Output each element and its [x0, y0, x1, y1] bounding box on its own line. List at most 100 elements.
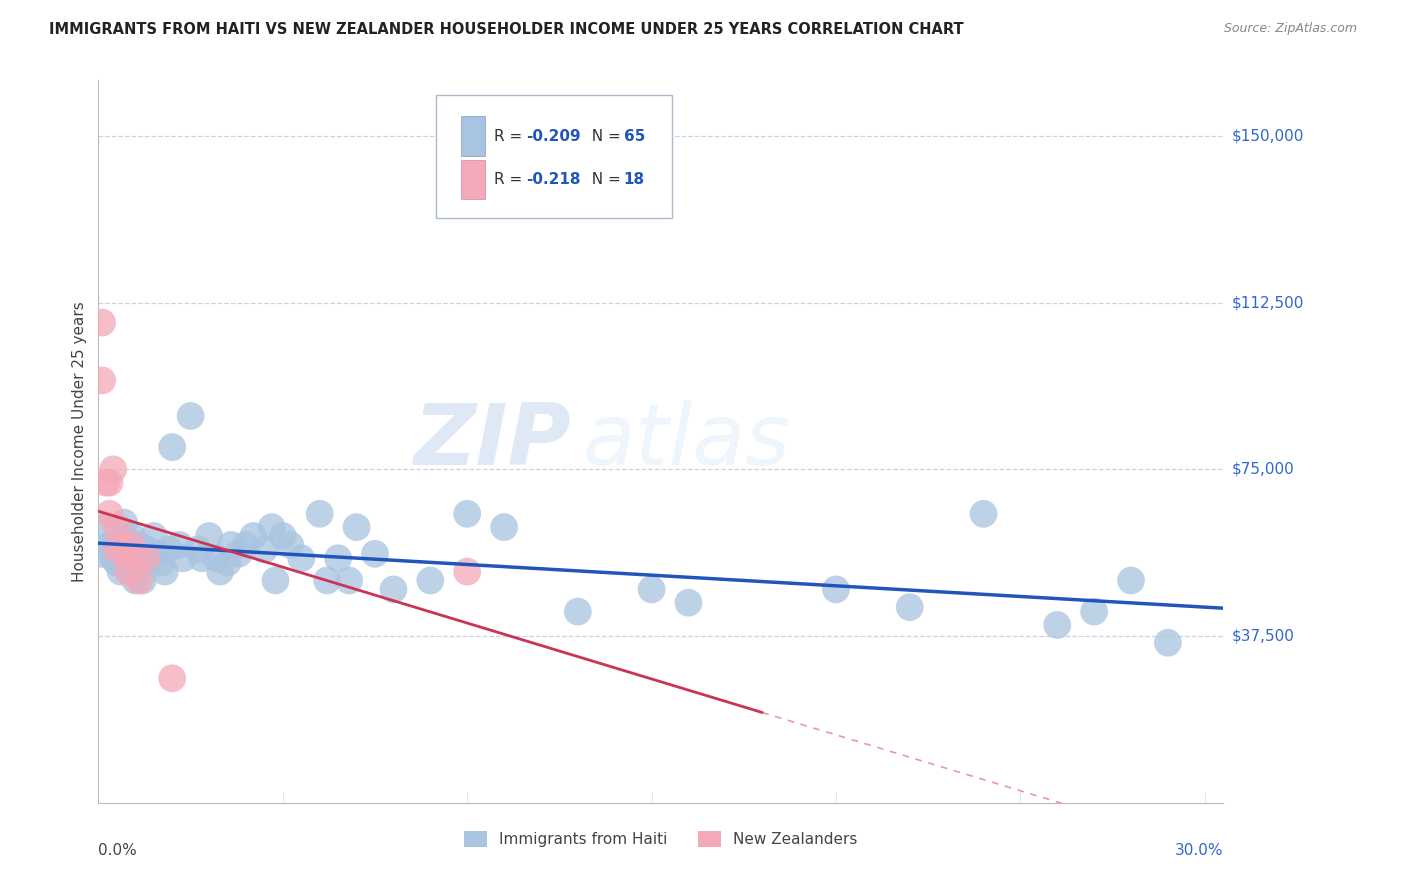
- Point: [91, 316, 114, 330]
- Point: [209, 565, 232, 579]
- Point: [316, 574, 339, 588]
- Point: [121, 529, 143, 543]
- Point: [101, 462, 124, 476]
- Point: [678, 596, 700, 610]
- Point: [153, 565, 176, 579]
- FancyBboxPatch shape: [461, 117, 485, 156]
- Point: [160, 440, 183, 454]
- Point: [112, 551, 135, 566]
- Point: [346, 520, 368, 534]
- Point: [364, 547, 387, 561]
- Point: [825, 582, 848, 597]
- Point: [98, 538, 121, 552]
- Point: [121, 565, 143, 579]
- Text: IMMIGRANTS FROM HAITI VS NEW ZEALANDER HOUSEHOLDER INCOME UNDER 25 YEARS CORRELA: IMMIGRANTS FROM HAITI VS NEW ZEALANDER H…: [49, 22, 965, 37]
- Text: Source: ZipAtlas.com: Source: ZipAtlas.com: [1223, 22, 1357, 36]
- Y-axis label: Householder Income Under 25 years: Householder Income Under 25 years: [72, 301, 87, 582]
- Point: [190, 551, 212, 566]
- Text: R =: R =: [495, 128, 527, 144]
- Text: 30.0%: 30.0%: [1175, 843, 1223, 857]
- Text: -0.218: -0.218: [526, 172, 581, 187]
- Legend: Immigrants from Haiti, New Zealanders: Immigrants from Haiti, New Zealanders: [458, 825, 863, 853]
- Point: [112, 516, 135, 530]
- Point: [117, 565, 139, 579]
- Point: [117, 542, 139, 557]
- Text: $75,000: $75,000: [1232, 462, 1295, 477]
- Point: [235, 538, 257, 552]
- Point: [105, 542, 128, 557]
- Point: [124, 551, 146, 566]
- Text: N =: N =: [582, 172, 626, 187]
- Point: [1119, 574, 1142, 588]
- Point: [326, 551, 349, 566]
- Point: [271, 529, 294, 543]
- Text: ZIP: ZIP: [413, 400, 571, 483]
- Point: [456, 565, 478, 579]
- Point: [169, 538, 191, 552]
- Point: [98, 475, 121, 490]
- Point: [382, 582, 405, 597]
- Point: [494, 520, 516, 534]
- Point: [139, 551, 162, 566]
- Point: [973, 507, 995, 521]
- Text: R =: R =: [495, 172, 527, 187]
- Point: [110, 565, 132, 579]
- Point: [150, 556, 173, 570]
- Point: [898, 600, 921, 615]
- Point: [172, 551, 194, 566]
- Point: [290, 551, 312, 566]
- Point: [1157, 636, 1180, 650]
- Point: [105, 542, 128, 557]
- Point: [187, 542, 209, 557]
- Text: $150,000: $150,000: [1232, 128, 1303, 144]
- Point: [101, 551, 124, 566]
- Text: N =: N =: [582, 128, 626, 144]
- Point: [131, 556, 153, 570]
- Point: [121, 538, 143, 552]
- Text: atlas: atlas: [582, 400, 790, 483]
- Point: [135, 551, 157, 566]
- Point: [228, 547, 250, 561]
- Point: [128, 574, 150, 588]
- FancyBboxPatch shape: [461, 160, 485, 200]
- Point: [198, 529, 221, 543]
- Point: [112, 547, 135, 561]
- Point: [91, 547, 114, 561]
- Point: [105, 520, 128, 534]
- Point: [264, 574, 287, 588]
- Point: [337, 574, 360, 588]
- Point: [640, 582, 662, 597]
- Point: [260, 520, 283, 534]
- Point: [205, 551, 228, 566]
- Point: [1083, 605, 1105, 619]
- Text: -0.209: -0.209: [526, 128, 581, 144]
- Point: [219, 538, 242, 552]
- Point: [110, 538, 132, 552]
- Point: [1046, 618, 1069, 632]
- Point: [131, 574, 153, 588]
- FancyBboxPatch shape: [436, 95, 672, 218]
- Point: [242, 529, 264, 543]
- Point: [157, 542, 180, 557]
- Point: [308, 507, 330, 521]
- Point: [91, 373, 114, 387]
- Point: [124, 574, 146, 588]
- Point: [142, 529, 165, 543]
- Point: [456, 507, 478, 521]
- Point: [253, 542, 276, 557]
- Text: 18: 18: [624, 172, 645, 187]
- Point: [278, 538, 301, 552]
- Point: [160, 671, 183, 685]
- Point: [117, 556, 139, 570]
- Point: [94, 520, 117, 534]
- Point: [419, 574, 441, 588]
- Point: [135, 542, 157, 557]
- Point: [124, 547, 146, 561]
- Point: [180, 409, 202, 423]
- Point: [94, 475, 117, 490]
- Point: [128, 538, 150, 552]
- Point: [117, 547, 139, 561]
- Text: $37,500: $37,500: [1232, 629, 1295, 643]
- Point: [98, 507, 121, 521]
- Text: 0.0%: 0.0%: [98, 843, 138, 857]
